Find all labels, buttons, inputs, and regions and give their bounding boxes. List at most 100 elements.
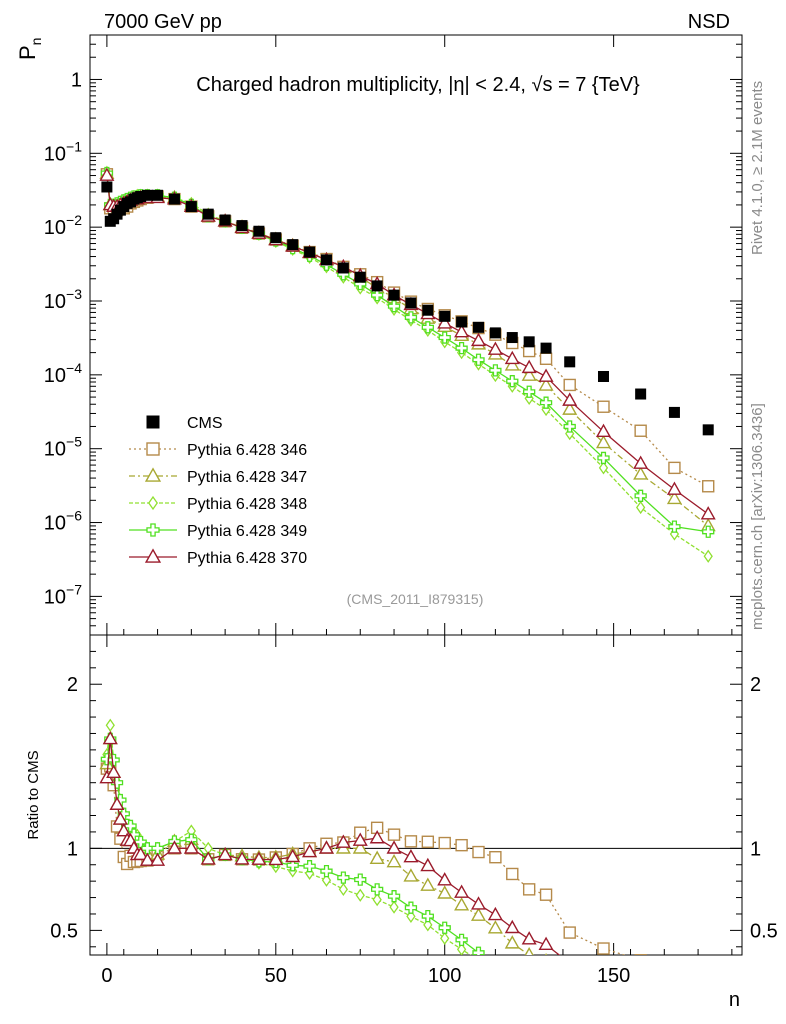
ratio-point — [472, 946, 485, 955]
series-point — [595, 434, 612, 449]
ratio-point — [668, 991, 681, 1002]
cms-point — [168, 193, 180, 205]
series-point — [99, 167, 115, 181]
cms-point — [635, 388, 647, 400]
ratio-point — [438, 921, 451, 934]
ratio-point — [539, 888, 553, 901]
cms-point — [287, 239, 299, 251]
ratio-point — [504, 919, 520, 934]
ratio-point — [354, 873, 367, 886]
series-point — [487, 341, 503, 355]
ratio-point — [421, 835, 435, 848]
ratio-point — [598, 994, 609, 1005]
ratio-point — [102, 730, 118, 745]
ratio-tick-label: 2 — [67, 674, 78, 696]
series-point — [521, 359, 537, 374]
legend-label: CMS — [187, 415, 223, 432]
series-point — [668, 520, 681, 533]
cms-point — [101, 181, 113, 193]
y-axis-label: Pn — [15, 38, 44, 60]
ratio-point — [150, 852, 166, 866]
ratio-point — [318, 840, 334, 854]
series-point — [454, 324, 470, 338]
mcplots-label: mcplots.cern.ch [arXiv:1306.3436] — [749, 403, 766, 630]
ratio-point — [455, 838, 468, 852]
legend-label: Pythia 6.428 346 — [187, 442, 307, 459]
ratio-point — [470, 907, 487, 921]
ratio-point — [403, 849, 419, 863]
ratio-point — [166, 840, 182, 854]
cms-point — [185, 201, 197, 213]
cms-point — [219, 214, 231, 226]
ratio-point — [105, 718, 115, 732]
legend-label: Pythia 6.428 370 — [187, 550, 307, 567]
series-point — [421, 321, 434, 334]
cms-point — [489, 327, 501, 339]
series-point — [634, 424, 647, 437]
ratio-point — [335, 834, 351, 848]
ratio-point — [369, 850, 385, 864]
ratio-point — [634, 987, 647, 998]
ratio-point — [542, 983, 550, 994]
ratio-point — [337, 871, 350, 884]
series-point — [521, 367, 537, 381]
ratio-point — [504, 935, 520, 949]
ratio-point — [437, 872, 453, 886]
ratio-point — [525, 979, 533, 990]
ratio-point — [440, 931, 450, 945]
cms-point — [597, 370, 609, 382]
series-point — [387, 300, 401, 313]
ratio-tick-label: 0.5 — [50, 920, 78, 942]
series-point — [523, 385, 536, 398]
ratio-point — [669, 978, 680, 989]
ratio-point — [420, 877, 436, 891]
series-point — [438, 331, 451, 344]
series-point — [597, 451, 610, 465]
cms-point — [405, 297, 417, 309]
ratio-y-axis-label: Ratio to CMS — [25, 750, 42, 839]
ratio-point — [106, 764, 122, 778]
ratio-point — [285, 848, 301, 863]
header-left: 7000 GeV pp — [104, 11, 222, 33]
cms-point — [304, 246, 316, 258]
legend-marker — [146, 442, 160, 456]
ratio-point — [600, 997, 608, 1008]
ratio-point — [521, 931, 537, 945]
ratio-point — [109, 796, 125, 810]
series-point — [539, 396, 553, 409]
ratio-point — [563, 969, 576, 980]
ratio-point — [454, 884, 470, 898]
ratio-point — [251, 851, 267, 865]
series-point — [437, 315, 453, 329]
series-point — [563, 420, 576, 433]
ratio-point — [490, 956, 501, 967]
ratio-point — [541, 977, 552, 988]
ratio-point — [371, 883, 384, 896]
cms-point — [422, 304, 434, 316]
ratio-point — [386, 853, 402, 868]
chart-title: Charged hadron multiplicity, |η| < 2.4, … — [196, 74, 640, 96]
ratio-point — [489, 851, 502, 864]
ratio-point — [352, 840, 368, 854]
x-axis-label: n — [729, 989, 740, 1011]
ratio-point — [437, 885, 453, 899]
legend: CMS Pythia 6.428 346 Pythia 6.428 347 Pythi… — [129, 415, 307, 567]
legend-marker — [146, 523, 160, 537]
cms-point — [337, 262, 349, 274]
ratio-point — [472, 845, 485, 859]
ratio-point — [455, 933, 468, 947]
ratio-point — [524, 946, 534, 955]
legend-label: Pythia 6.428 348 — [187, 496, 307, 513]
ratio-point — [470, 896, 487, 910]
cms-point — [371, 280, 383, 292]
ratio-point — [454, 897, 470, 911]
series-point — [504, 357, 520, 371]
ratio-point — [634, 992, 647, 1003]
cms-point — [270, 232, 282, 244]
cms-point — [141, 189, 153, 201]
series-line — [106, 175, 709, 515]
y-tick-label: 10−5 — [44, 434, 82, 461]
series-point — [539, 352, 553, 365]
x-tick-label: 150 — [597, 965, 630, 987]
cms-point — [564, 356, 576, 368]
